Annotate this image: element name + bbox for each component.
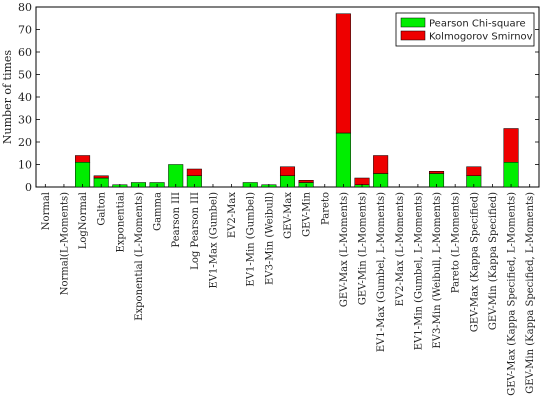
legend-swatch-pearson: [400, 17, 426, 28]
x-category-label: EV2-Max: [227, 192, 238, 238]
x-category-label: GEV-Max (L-Moments): [339, 192, 350, 307]
x-category-label: EV1-Max (Gumbel): [208, 192, 219, 289]
bar-segment-kolmogorov: [354, 177, 370, 185]
x-category-label: GEV-Max (Kappa Specified): [469, 192, 480, 332]
y-tick-label: 80: [18, 1, 32, 14]
y-tick-label: 0: [25, 181, 32, 194]
y-axis-title: Number of times: [1, 50, 14, 145]
x-category-label: Galton: [97, 191, 108, 225]
bar-segment-pearson: [168, 164, 184, 188]
x-category-label: LogNormal: [78, 192, 89, 249]
plot-area: 0 10 20 30 40 50 60 70 80 Normal Normal(L-Moments…: [18, 1, 540, 396]
legend-label-kolmogorov: Kolmogorov Smirnov: [429, 32, 533, 43]
x-category-label: GEV-Min: [302, 191, 313, 236]
x-category-label: Pareto: [320, 192, 331, 225]
x-axis-category-labels: Normal Normal(L-Moments) LogNormal Galton Ex…: [41, 184, 536, 396]
legend-swatch-kolmogorov: [400, 30, 426, 41]
y-tick-label: 10: [18, 159, 32, 172]
legend-label-pearson: Pearson Chi-square: [429, 19, 526, 30]
x-category-label: Normal(L-Moments): [59, 192, 70, 295]
x-category-label: Log Pearson III: [190, 192, 201, 270]
legend: Pearson Chi-square Kolmogorov Smirnov: [395, 12, 535, 47]
x-category-label: Gamma: [153, 192, 164, 231]
bar-segment-kolmogorov: [186, 168, 202, 176]
bar-segment-pearson: [75, 162, 91, 188]
x-category-label: Pareto (L-Moments): [451, 192, 462, 293]
x-category-label: EV1-Min (Gumbel, L-Moments): [413, 192, 424, 350]
x-category-label: EV3-Min (Weibull, L-Moments): [432, 192, 443, 349]
y-axis-ticks: 0 10 20 30 40 50 60 70 80: [18, 1, 539, 194]
bar-segment-kolmogorov: [75, 155, 91, 163]
x-category-label: Normal: [41, 192, 52, 230]
x-category-label: GEV-Min (Kappa Specified, L-Moments): [525, 192, 536, 394]
x-category-label: Exponential: [115, 192, 126, 253]
bar-segment-kolmogorov: [373, 155, 389, 174]
x-category-label: GEV-Min (Kappa Specified): [488, 192, 499, 330]
y-tick-label: 60: [18, 46, 32, 59]
x-category-label: GEV-Max: [283, 192, 294, 239]
x-category-label: EV1-Max (Gumbel, L-Moments): [376, 192, 387, 352]
bar-segment-kolmogorov: [335, 13, 351, 134]
bar-segment-kolmogorov: [93, 175, 109, 179]
y-axis-title-group: Number of times: [1, 50, 14, 145]
x-category-label: GEV-Min (L-Moments): [358, 192, 369, 305]
bar-segment-kolmogorov: [503, 128, 519, 163]
x-category-label: GEV-Max (Kappa Specified, L-Moments): [507, 192, 518, 396]
x-category-label: EV1-Min (Gumbel): [246, 192, 257, 287]
bar-segment-kolmogorov: [429, 171, 445, 174]
x-category-label: EV3-Min (Weibull): [264, 192, 275, 285]
bar-segment-kolmogorov: [466, 166, 482, 176]
y-tick-label: 20: [18, 136, 32, 149]
x-category-label: Exponential (L-Moments): [134, 192, 145, 321]
x-category-label: Pearson III: [171, 192, 182, 248]
x-category-label: EV2-Max (L-Moments): [395, 192, 406, 306]
bar-segment-pearson: [503, 162, 519, 188]
y-tick-label: 30: [18, 114, 32, 127]
y-tick-label: 70: [18, 24, 32, 37]
bar-segment-kolmogorov: [298, 180, 314, 183]
y-tick-label: 50: [18, 69, 32, 82]
bar-segment-pearson: [335, 132, 351, 188]
bar-segment-kolmogorov: [279, 166, 296, 176]
y-tick-label: 40: [18, 91, 32, 104]
